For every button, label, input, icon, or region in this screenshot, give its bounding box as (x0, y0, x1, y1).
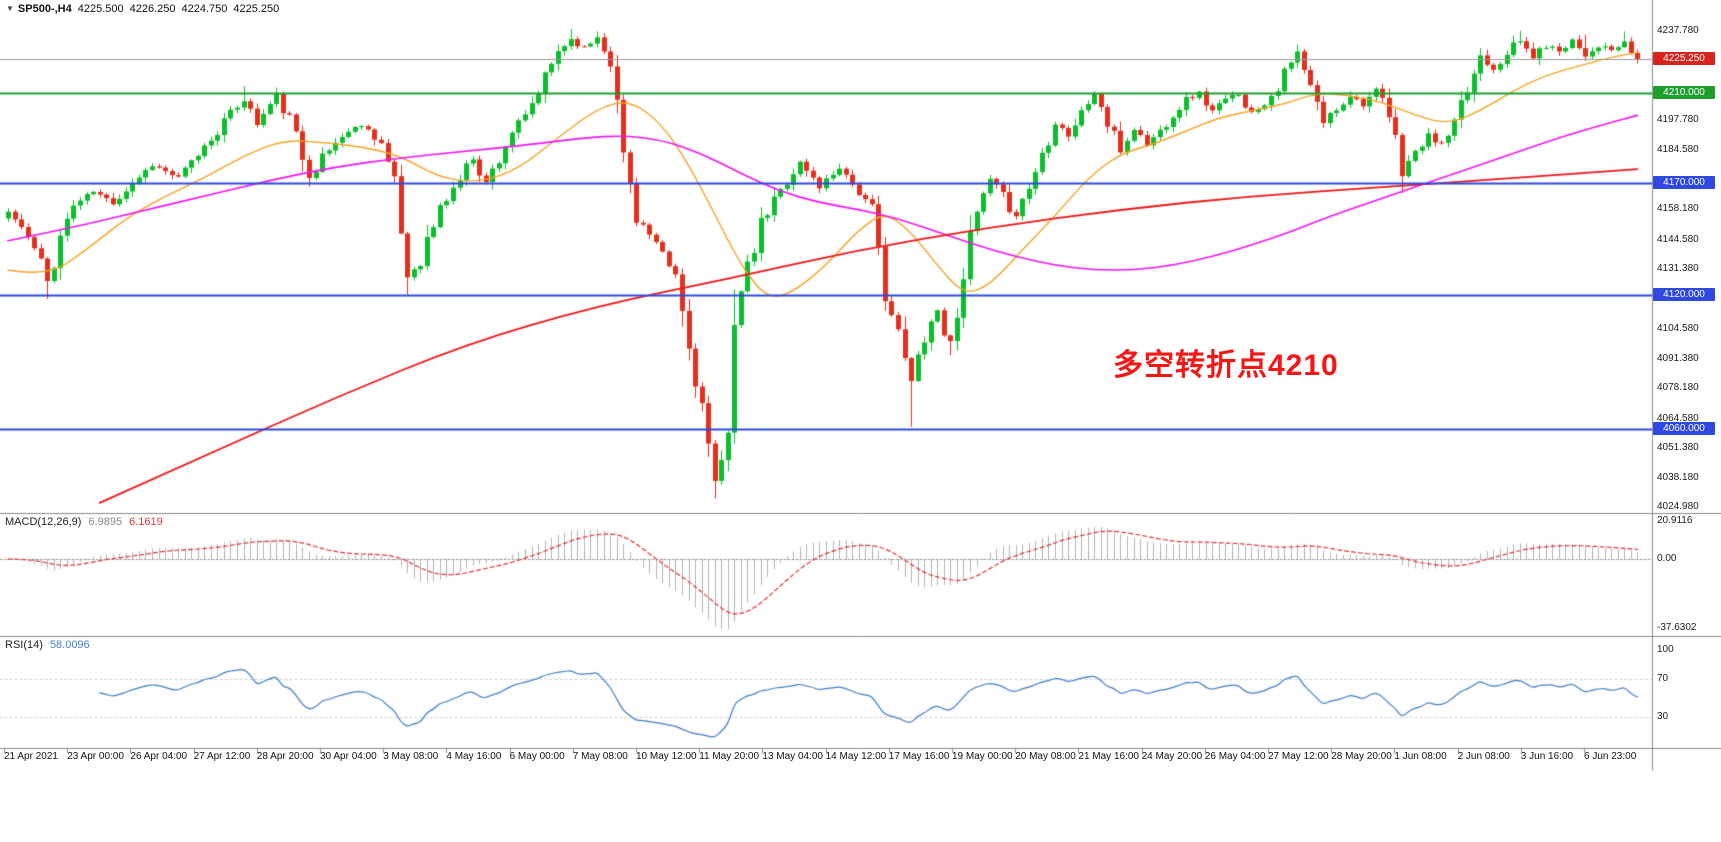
price-axis-label: 4184.580 (1657, 143, 1699, 155)
rsi-value: 58.0096 (49, 639, 90, 651)
price-axis-label: 4237.780 (1657, 24, 1699, 36)
macd-axis-label: 0.00 (1657, 553, 1677, 565)
macd-axis-label: 20.9116 (1657, 514, 1693, 526)
time-axis-label: 13 May 04:00 (762, 751, 823, 762)
rsi-axis-label: 100 (1657, 644, 1674, 655)
price-axis-label: 4024.980 (1657, 501, 1699, 513)
rsi-label: RSI(14) (5, 639, 43, 651)
quote-close: 4225.250 (233, 3, 280, 15)
annotation-text: 多空转折点4210 (1113, 349, 1339, 382)
time-axis-label: 28 May 20:00 (1331, 751, 1392, 762)
rsi-axis-label: 30 (1657, 711, 1669, 723)
time-axis-label: 20 May 08:00 (1015, 751, 1076, 762)
macd-label: MACD(12,26,9) (5, 516, 82, 528)
time-axis-label: 27 May 12:00 (1268, 751, 1329, 762)
time-axis-label: 28 Apr 20:00 (256, 751, 314, 762)
time-axis-label: 4 May 16:00 (446, 751, 502, 762)
symbol-collapse-icon[interactable]: ▼ (6, 4, 14, 13)
time-axis-label: 21 Apr 2021 (4, 751, 58, 762)
quote-high: 4226.250 (129, 3, 176, 15)
price-axis-label: 4131.380 (1657, 263, 1699, 275)
macd-axis-label: -37.6302 (1657, 621, 1697, 633)
price-axis-label: 4064.580 (1657, 412, 1699, 424)
macd-value-signal: 6.1619 (129, 516, 163, 528)
time-axis-label: 7 May 08:00 (572, 751, 628, 762)
price-axis-label: 4038.180 (1657, 471, 1699, 483)
time-axis-label: 30 Apr 04:00 (320, 751, 377, 762)
macd-value-main: 6.9895 (88, 516, 123, 528)
price-level-badge: 4210.000 (1653, 85, 1715, 99)
time-axis-label: 24 May 20:00 (1141, 751, 1203, 762)
quote-open: 4225.500 (77, 3, 124, 15)
time-axis-label: 2 Jun 08:00 (1457, 751, 1510, 762)
price-level-badge: 4225.250 (1653, 51, 1715, 65)
price-axis-label: 4104.580 (1657, 323, 1699, 335)
time-axis-label: 11 May 20:00 (699, 751, 760, 762)
price-axis-label: 4091.380 (1657, 352, 1699, 364)
time-axis-label: 3 May 08:00 (383, 751, 439, 762)
time-axis-label: 6 Jun 23:00 (1584, 751, 1637, 762)
time-axis-label: 3 Jun 16:00 (1520, 751, 1574, 762)
time-axis-label: 1 Jun 08:00 (1394, 751, 1447, 762)
time-axis-label: 17 May 16:00 (888, 751, 950, 762)
price-axis-label: 4144.580 (1657, 233, 1699, 245)
time-axis-label: 26 Apr 04:00 (130, 751, 188, 762)
rsi-panel-header: RSI(14) 58.0096 (5, 639, 90, 651)
time-axis-label: 14 May 12:00 (825, 751, 887, 762)
time-axis-label: 27 Apr 12:00 (193, 751, 251, 762)
price-axis-label: 4078.180 (1657, 382, 1699, 394)
time-axis-label: 21 May 16:00 (1078, 751, 1139, 762)
price-level-badge: 4170.000 (1653, 175, 1715, 189)
symbol-label: SP500-,H4 (17, 3, 72, 15)
chart-title: ▼ SP500-,H4 4225.500 4226.250 4224.750 4225.2… (6, 3, 279, 15)
price-axis-label: 4051.380 (1657, 442, 1699, 454)
time-axis-label: 10 May 12:00 (636, 751, 697, 762)
time-axis-label: 19 May 00:00 (952, 751, 1013, 762)
time-axis-label: 23 Apr 00:00 (67, 751, 124, 762)
time-axis-label: 6 May 00:00 (509, 751, 565, 762)
rsi-axis-label: 70 (1657, 672, 1669, 684)
price-level-badge: 4060.000 (1653, 421, 1715, 435)
price-axis-label: 4158.180 (1657, 203, 1699, 215)
price-level-badge: 4120.000 (1653, 287, 1715, 301)
time-axis-label: 26 May 04:00 (1204, 751, 1266, 762)
macd-panel-header: MACD(12,26,9) 6.9895 6.1619 (5, 516, 163, 528)
quote-low: 4224.750 (181, 3, 228, 15)
price-axis-label: 4197.780 (1657, 114, 1699, 126)
